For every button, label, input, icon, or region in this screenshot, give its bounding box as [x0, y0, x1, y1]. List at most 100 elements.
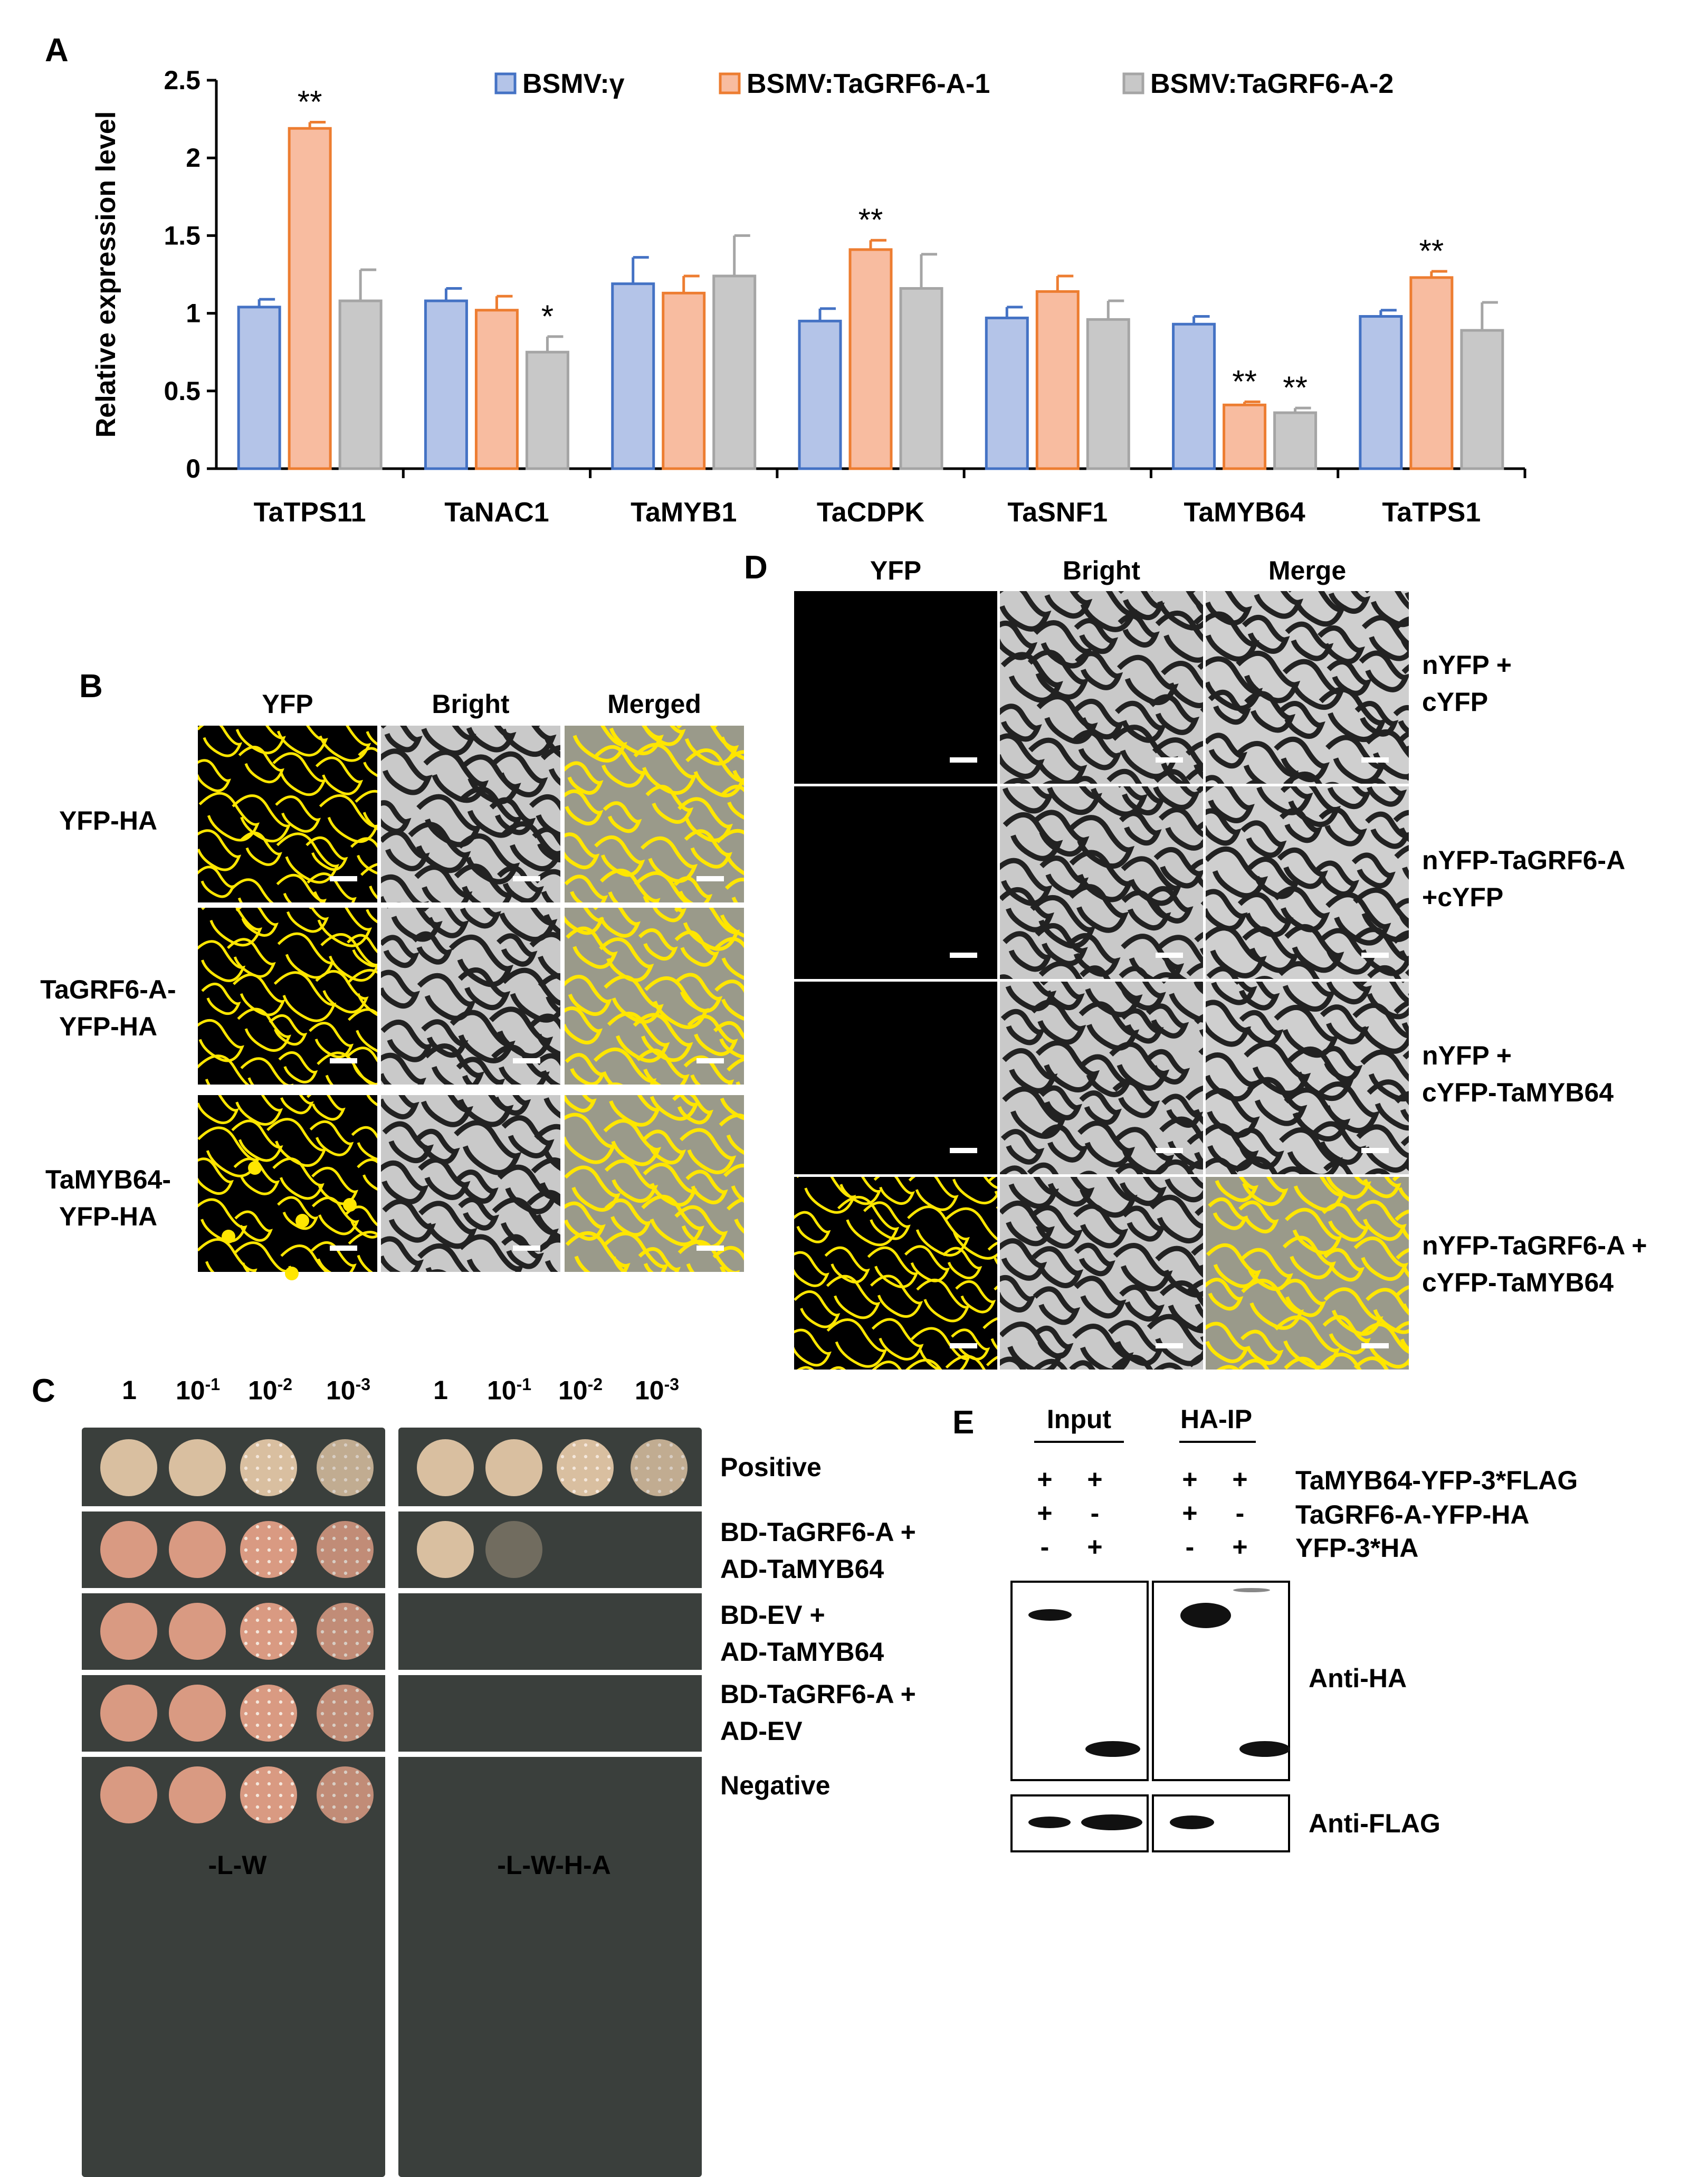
- panel-label-c: C: [32, 1372, 55, 1410]
- micrograph-canvas: [794, 786, 997, 979]
- panel-label-b: B: [79, 668, 103, 705]
- panel-b-row-label-yfp-ha: YFP-HA: [21, 802, 195, 839]
- bar: [1224, 405, 1265, 469]
- dilution-base: 10: [176, 1376, 205, 1405]
- yeast-colony: [631, 1439, 688, 1496]
- panel-c-row-bd-tagrf6-ad-tamyb64: BD-TaGRF6-A + AD-TaMYB64: [720, 1514, 916, 1587]
- scale-bar: [950, 1343, 977, 1348]
- bar: [238, 307, 280, 469]
- label-line: nYFP +: [1422, 647, 1512, 683]
- panel-d-micrograph-dark: [794, 786, 997, 979]
- dilution-label: 10-3: [317, 1375, 380, 1406]
- sign-mark: +: [1084, 1528, 1105, 1565]
- yeast-colony: [240, 1766, 297, 1823]
- group-label-ha-ip: HA-IP: [1163, 1404, 1269, 1434]
- x-tick-label: TaNAC1: [444, 497, 549, 528]
- scale-bar: [1156, 1148, 1183, 1153]
- label-line: cYFP-TaMYB64: [1422, 1264, 1647, 1301]
- label-line: +cYFP: [1422, 879, 1625, 916]
- dilution-exponent: -3: [664, 1375, 679, 1394]
- label-line: TaGRF6-A-: [21, 971, 195, 1008]
- yeast-colony: [100, 1766, 157, 1823]
- micrograph-canvas: [794, 1177, 997, 1370]
- sign-mark: +: [1034, 1461, 1055, 1498]
- dilution-base: 1: [122, 1375, 137, 1405]
- label-line: Positive: [720, 1449, 822, 1486]
- panel-d-micrograph-bright: [1000, 982, 1203, 1174]
- micrograph-background: [794, 982, 997, 1174]
- scale-bar: [1156, 757, 1183, 763]
- panel-d-micrograph-bright: [1000, 591, 1203, 784]
- micrograph-canvas: [794, 591, 997, 784]
- sign-mark: +: [1229, 1461, 1251, 1498]
- bar: [799, 321, 841, 469]
- panel-b-row-label-tamyb64: TaMYB64- YFP-HA: [21, 1161, 195, 1235]
- label-line: YFP-HA: [21, 1008, 195, 1045]
- bar: [476, 310, 517, 469]
- scale-bar: [696, 1058, 724, 1063]
- significance-mark: **: [1232, 364, 1257, 399]
- group-underline-input: [1034, 1441, 1124, 1443]
- bar: [1462, 330, 1503, 469]
- panel-d-micrograph-merge-bw: [1206, 982, 1409, 1174]
- micrograph-canvas: [1206, 591, 1409, 784]
- y-tick-label: 0: [186, 454, 201, 483]
- yeast-colony: [557, 1439, 614, 1496]
- dilution-exponent: -2: [588, 1375, 603, 1394]
- micrograph-canvas: [1000, 982, 1203, 1174]
- micrograph-canvas: [1206, 982, 1409, 1174]
- y-tick-label: 1.5: [164, 221, 201, 250]
- sign-mark: -: [1084, 1495, 1105, 1532]
- micrograph-canvas: [1000, 1177, 1203, 1370]
- legend-swatch: [496, 74, 515, 93]
- panel-b-header-yfp: YFP: [198, 689, 377, 719]
- label-line: AD-TaMYB64: [720, 1551, 916, 1587]
- label-line: cYFP-TaMYB64: [1422, 1074, 1614, 1111]
- panel-c-row-bd-ev-ad-tamyb64: BD-EV + AD-TaMYB64: [720, 1596, 884, 1670]
- dilution-base: 10: [558, 1376, 588, 1405]
- sign-mark: +: [1229, 1528, 1251, 1565]
- band: [1085, 1741, 1140, 1757]
- scale-bar: [696, 876, 724, 881]
- band: [1170, 1815, 1214, 1829]
- bar: [1087, 319, 1129, 469]
- label-line: AD-TaMYB64: [720, 1633, 884, 1670]
- blot-anti-flag-input: [1010, 1794, 1149, 1852]
- panel-d-micrograph-dark: [794, 591, 997, 784]
- bar: [986, 318, 1027, 469]
- sign-mark: +: [1179, 1495, 1200, 1532]
- group-label-input: Input: [1026, 1404, 1132, 1434]
- yeast-colony: [240, 1521, 297, 1578]
- scale-bar: [330, 876, 357, 881]
- dilution-label: 10-2: [238, 1375, 302, 1406]
- sign-mark: -: [1229, 1495, 1251, 1532]
- panel-d-micrograph-bright: [1000, 1177, 1203, 1370]
- scale-bar: [1361, 1343, 1389, 1348]
- dilution-exponent: -1: [517, 1375, 531, 1394]
- sign-mark: +: [1084, 1461, 1105, 1498]
- yeast-colony: [100, 1439, 157, 1496]
- nucleus-spot: [343, 1198, 357, 1212]
- dilution-exponent: -2: [278, 1375, 292, 1394]
- scale-bar: [1156, 1343, 1183, 1348]
- x-tick-label: TaTPS11: [254, 497, 366, 528]
- panel-d-row-label-2: nYFP-TaGRF6-A +cYFP: [1422, 842, 1625, 916]
- band: [1028, 1609, 1072, 1621]
- scale-bar: [1361, 757, 1389, 763]
- x-tick-label: TaMYB64: [1184, 497, 1305, 528]
- nucleus-spot: [295, 1214, 309, 1228]
- plate-row-divider: [79, 1752, 704, 1757]
- x-tick-label: TaCDPK: [817, 497, 925, 528]
- significance-mark: **: [858, 202, 883, 237]
- significance-mark: **: [298, 84, 322, 119]
- scale-bar: [1156, 953, 1183, 958]
- panel-b-header-merged: Merged: [565, 689, 744, 719]
- bar: [1275, 413, 1316, 469]
- micrograph-canvas: [1206, 1177, 1409, 1370]
- label-line: cYFP: [1422, 683, 1512, 720]
- bar: [1411, 278, 1452, 469]
- label-line: BD-EV +: [720, 1596, 884, 1633]
- yeast-colony: [317, 1685, 374, 1742]
- yeast-colony: [317, 1521, 374, 1578]
